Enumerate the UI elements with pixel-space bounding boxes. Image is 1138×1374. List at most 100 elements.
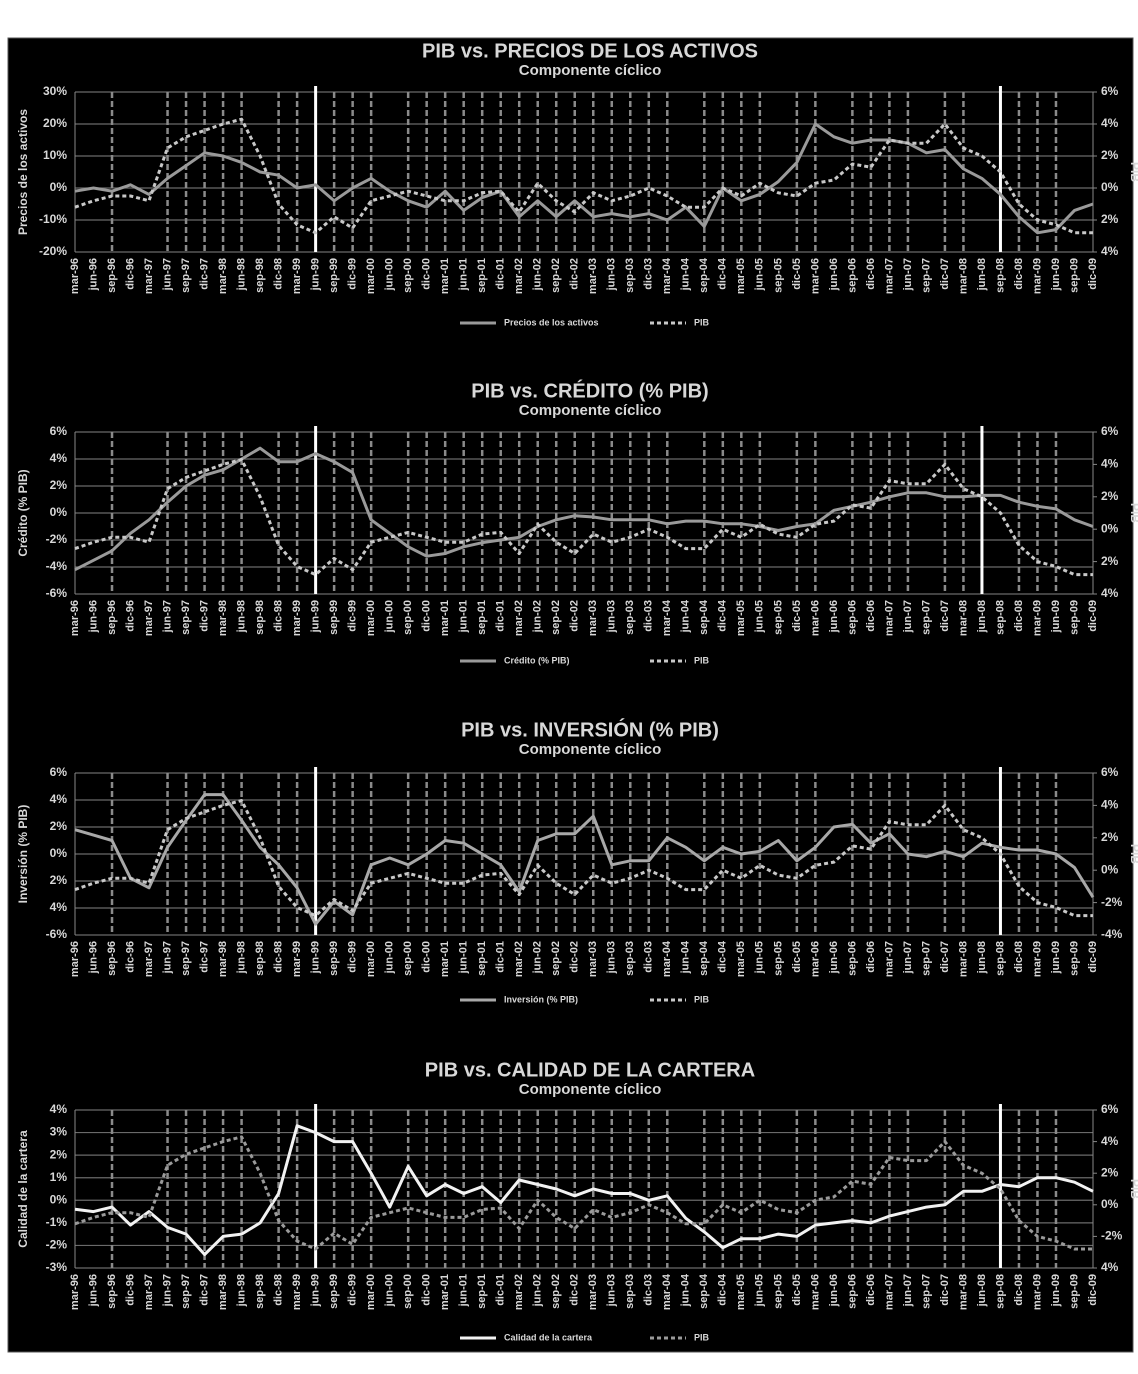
- x-tick-label: jun-05: [754, 1274, 766, 1307]
- x-tick-label: dic-04: [717, 1273, 729, 1306]
- y2-tick-label: 6%: [1101, 424, 1119, 438]
- x-tick-label: jun-02: [532, 258, 544, 291]
- y-tick-label: 0%: [50, 1192, 68, 1206]
- x-tick-label: mar-99: [291, 600, 303, 636]
- y2-tick-label: 4%: [1101, 244, 1119, 258]
- x-tick-label: dic-03: [643, 600, 655, 632]
- x-tick-label: dic-03: [643, 1274, 655, 1306]
- x-tick-label: jun-98: [235, 941, 247, 974]
- x-tick-label: dic-08: [1013, 600, 1025, 632]
- y-tick-label: 0%: [50, 505, 68, 519]
- x-tick-label: sep-03: [624, 941, 636, 976]
- x-tick-label: mar-02: [513, 258, 525, 294]
- x-tick-label: jun-98: [235, 1274, 247, 1307]
- y-tick-label: 2%: [50, 478, 68, 492]
- x-tick-label: mar-01: [439, 258, 451, 294]
- y-tick-label: 1%: [50, 1170, 68, 1184]
- x-tick-label: mar-96: [69, 600, 81, 636]
- x-tick-label: sep-97: [180, 600, 192, 635]
- y2-tick-label: 0%: [1101, 1197, 1119, 1211]
- x-tick-label: jun-02: [532, 941, 544, 974]
- x-tick-label: jun-00: [384, 941, 396, 974]
- x-tick-label: dic-00: [421, 258, 433, 290]
- y2-tick-label: 2%: [1101, 830, 1119, 844]
- x-tick-label: sep-02: [550, 258, 562, 293]
- x-tick-label: mar-04: [661, 257, 673, 294]
- x-tick-label: jun-07: [902, 941, 914, 974]
- y2-tick-label: 4%: [1101, 116, 1119, 130]
- x-tick-label: dic-01: [495, 941, 507, 973]
- legend-label: PIB: [694, 655, 710, 665]
- series-line: [74, 793, 1095, 926]
- y2-tick-label: -4%: [1101, 927, 1123, 941]
- x-tick-label: sep-01: [476, 1274, 488, 1309]
- y2-tick-label: -2%: [1101, 895, 1123, 909]
- y2-tick-label: 2%: [1101, 1165, 1119, 1179]
- x-tick-label: mar-09: [1031, 600, 1043, 636]
- x-tick-label: jun-09: [1050, 600, 1062, 633]
- chart-title: PIB vs. PRECIOS DE LOS ACTIVOS: [422, 40, 758, 62]
- y-tick-label: 30%: [43, 84, 67, 98]
- x-tick-label: jun-06: [828, 258, 840, 291]
- x-tick-label: dic-02: [569, 941, 581, 973]
- x-tick-label: mar-96: [69, 258, 81, 294]
- x-tick-label: dic-97: [198, 258, 210, 290]
- legend-label: Precios de los activos: [504, 317, 599, 327]
- x-tick-label: sep-98: [254, 258, 266, 293]
- x-tick-label: dic-06: [865, 600, 877, 632]
- y-tick-label: -6%: [46, 927, 68, 941]
- x-tick-label: jun-02: [532, 1274, 544, 1307]
- x-tick-label: jun-01: [458, 258, 470, 291]
- x-tick-label: sep-08: [994, 1274, 1006, 1309]
- x-tick-label: sep-03: [624, 1274, 636, 1309]
- x-tick-label: dic-08: [1013, 1274, 1025, 1306]
- x-tick-label: mar-04: [661, 940, 673, 977]
- x-tick-label: jun-99: [310, 941, 322, 974]
- x-tick-label: dic-09: [1087, 1274, 1099, 1306]
- x-tick-label: jun-05: [754, 600, 766, 633]
- y2-axis-label: PIB: [1128, 162, 1138, 182]
- x-tick-label: mar-99: [291, 1274, 303, 1310]
- x-tick-label: mar-97: [143, 941, 155, 977]
- x-tick-label: mar-96: [69, 1274, 81, 1310]
- x-tick-label: dic-98: [273, 941, 285, 973]
- x-tick-label: jun-01: [458, 600, 470, 633]
- x-tick-label: sep-08: [994, 600, 1006, 635]
- x-tick-label: dic-01: [495, 600, 507, 632]
- x-tick-label: mar-02: [513, 941, 525, 977]
- x-tick-label: jun-03: [606, 600, 618, 633]
- x-tick-label: sep-98: [254, 941, 266, 976]
- legend-label: PIB: [694, 317, 710, 327]
- x-tick-label: sep-06: [846, 258, 858, 293]
- x-tick-label: mar-04: [661, 1273, 673, 1310]
- x-tick-label: sep-08: [994, 258, 1006, 293]
- x-tick-label: dic-97: [198, 941, 210, 973]
- x-tick-label: sep-05: [772, 1274, 784, 1309]
- x-tick-label: jun-03: [606, 258, 618, 291]
- x-tick-label: jun-04: [680, 1273, 692, 1307]
- x-tick-label: dic-02: [569, 258, 581, 290]
- x-tick-label: mar-05: [735, 941, 747, 977]
- x-tick-label: dic-99: [347, 941, 359, 973]
- x-tick-label: jun-98: [235, 600, 247, 633]
- x-tick-label: jun-03: [606, 1274, 618, 1307]
- x-tick-label: dic-99: [347, 1274, 359, 1306]
- x-tick-label: jun-04: [680, 940, 692, 974]
- chart-subtitle: Componente cíclico: [519, 402, 662, 419]
- y-tick-label: 2%: [50, 819, 68, 833]
- x-tick-label: jun-07: [902, 1274, 914, 1307]
- x-tick-label: sep-04: [698, 1273, 710, 1309]
- x-tick-label: jun-08: [976, 600, 988, 633]
- series-line: [74, 1124, 1094, 1256]
- x-tick-label: jun-99: [310, 258, 322, 291]
- x-tick-label: mar-09: [1031, 258, 1043, 294]
- x-tick-label: mar-00: [365, 941, 377, 977]
- x-tick-label: jun-97: [161, 258, 173, 291]
- series-line: [74, 458, 1093, 577]
- x-tick-label: mar-09: [1031, 1274, 1043, 1310]
- y2-tick-label: 6%: [1101, 84, 1119, 98]
- y-tick-label: 4%: [50, 900, 68, 914]
- x-tick-label: dic-96: [124, 600, 136, 632]
- y2-tick-label: 2%: [1101, 489, 1119, 503]
